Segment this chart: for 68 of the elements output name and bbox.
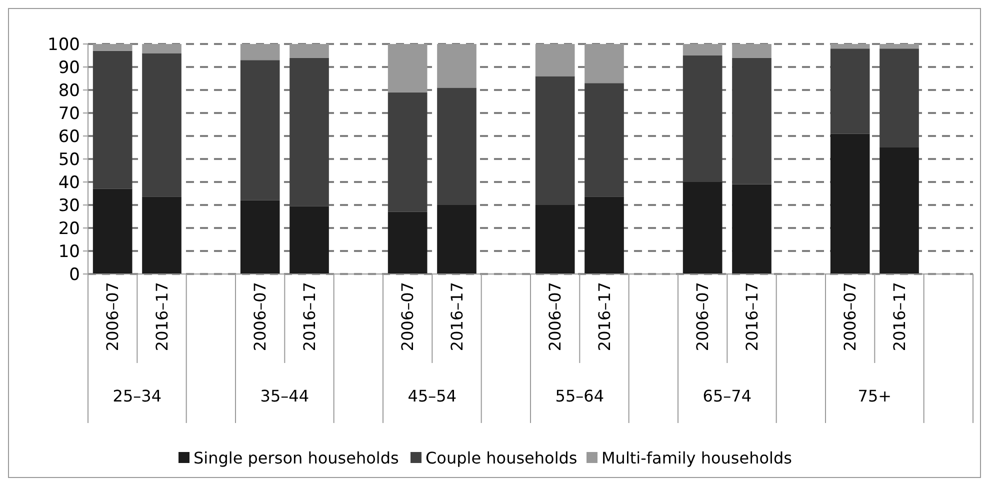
bar [92,188,132,274]
bar [437,88,476,205]
bar [535,44,575,76]
bar [388,212,428,274]
text: 75+ [858,386,892,406]
bar [682,44,722,56]
bar [240,200,280,274]
text: 45–54 [408,386,457,406]
text: 55–64 [555,386,604,406]
bar [880,148,919,274]
y-tick-label: 30 [58,196,80,216]
y-tick-label: 100 [48,34,80,55]
bar [682,182,722,274]
bar [880,48,919,148]
text: 65–74 [702,386,752,406]
bar [584,196,624,274]
legend-label: Single person households [194,448,399,468]
bar [732,58,772,184]
y-tick-label: 60 [58,126,80,147]
y-tick-label: 90 [58,58,80,78]
bar [584,44,624,84]
y-tick-label: 70 [58,104,80,124]
y-tick-label: 50 [58,150,80,170]
y-tick-label: 10 [58,242,80,262]
x-tick-label: 2006–07 [398,282,418,352]
y-tick-label: 80 [58,80,80,101]
legend-label: Couple households [426,448,578,468]
x-tick-label: 2016–17 [447,282,466,352]
x-tick-label: 2006–07 [546,282,565,352]
x-tick-label: 2006–07 [250,282,270,352]
x-tick-label: 2006–07 [840,282,860,352]
x-tick-label: 2016–17 [300,282,319,352]
bar [732,44,772,58]
bar [142,196,182,274]
bar [535,76,575,205]
bar [142,44,182,54]
x-tick-label: 2016–17 [742,282,762,352]
bar [830,48,870,134]
bar [584,83,624,197]
bar [682,56,722,182]
x-tick-label: 2016–17 [152,282,172,352]
bar [437,205,476,274]
bar [92,44,132,51]
bar [240,44,280,60]
y-tick-label: 20 [58,218,80,239]
bar [290,206,329,274]
bar [92,50,132,189]
bar [290,58,329,206]
legend-label: Multi-family households [602,448,792,468]
bar [535,205,575,274]
bar [240,60,280,200]
bar [388,92,428,212]
x-tick-label: 2016–17 [890,282,909,352]
bar [880,44,919,49]
y-tick-label: 40 [58,172,80,193]
x-tick-label: 2006–07 [103,282,122,352]
bar [732,184,772,274]
bar [437,44,476,88]
text: 35–44 [260,386,310,406]
bar [388,44,428,92]
x-tick-label: 2016–17 [594,282,614,352]
bar [142,53,182,197]
x-tick-label: 2006–07 [693,282,712,352]
bar [830,44,870,49]
y-tick-label: 0 [69,264,80,285]
text: 25–34 [112,386,162,406]
bar [290,44,329,58]
bar [830,134,870,274]
